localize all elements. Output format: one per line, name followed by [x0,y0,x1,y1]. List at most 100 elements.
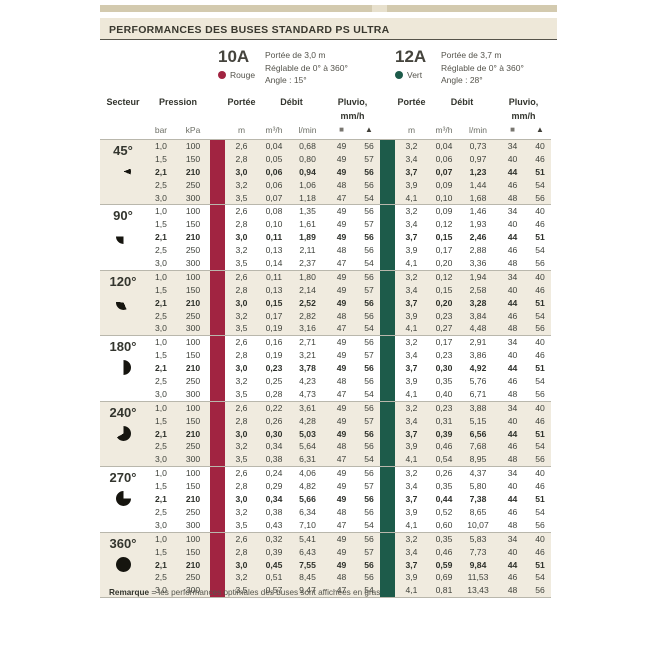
table-cell: 0,09 [435,206,453,217]
table-cell: 4,06 [299,468,316,479]
table-cell: 0,06 [265,166,283,177]
green-stripe [380,191,395,205]
table-cell: 48 [336,506,347,517]
nozzle-12a-code: 12A [395,47,427,66]
table-cell: 6,56 [469,428,487,439]
table-cell: 2,5 [155,506,167,517]
table-cell: 4,37 [469,468,487,479]
table-cell: 3,61 [299,402,316,413]
table-cell: 46 [507,441,518,452]
table-cell: 56 [535,388,545,399]
table-cell: 1,5 [155,153,167,164]
sector-label: 180° [109,339,137,355]
table-cell: 0,14 [265,258,283,269]
table-cell: 4,1 [405,388,418,399]
table-cell: 4,28 [299,415,316,426]
sector-360-icon [115,556,131,572]
table-cell: 56 [364,428,374,439]
table-cell: 3,0 [235,363,248,374]
table-cell: 4,23 [299,376,316,387]
green-stripe [380,584,395,598]
table-cell: 46 [535,415,545,426]
table-cell: 49 [336,297,347,308]
table-body: 45° 1,0 100 2,6 0,04 0,68 49 56 3,2 0,04 0,73 34 40 1… [100,139,551,599]
table-cell: 6,31 [299,454,316,465]
table-cell: 34 [507,271,518,282]
col-header-portee-a: Portée [227,97,256,107]
table-cell: 2,5 [155,245,167,256]
table-cell: 56 [364,206,374,217]
table-cell: 0,11 [265,232,283,243]
table-cell: 51 [535,428,545,439]
table-cell: 40 [507,546,518,557]
table-cell: 1,0 [155,141,167,151]
table-cell: 4,1 [405,585,418,596]
table-cell: 2,6 [235,206,248,217]
table-cell: 3,2 [235,572,248,583]
table-cell: 56 [364,572,374,583]
table-cell: 3,84 [469,310,487,321]
table-cell: 0,73 [469,141,487,151]
nozzle-12a-specs: Portée de 3,7 m Réglable de 0° à 360° An… [441,49,524,87]
table-cell: 300 [185,388,201,399]
table-cell: 40 [507,481,518,492]
table-cell: 56 [364,166,374,177]
table-cell: 250 [185,310,201,321]
table-cell: 6,34 [299,506,316,517]
table-cell: 3,5 [235,519,248,530]
table-cell: 0,69 [435,572,453,583]
green-stripe [380,257,395,270]
remarque-label: Remarque [109,588,150,597]
table-cell: 1,0 [155,533,167,544]
red-stripe [210,178,225,192]
unit-m3h-b: m³/h [435,125,453,135]
sector-label: 270° [109,470,137,486]
table-cell: 3,7 [405,428,418,439]
unit-bar: bar [154,125,168,135]
red-stripe [210,401,225,415]
table-cell: 34 [507,533,518,544]
table-cell: 2,46 [469,232,487,243]
table-cell: 44 [507,166,518,177]
table-cell: 44 [507,428,518,439]
table-cell: 48 [336,376,347,387]
sector-cell: 270° [100,467,146,531]
table-cell: 3,2 [405,206,418,217]
table-cell: 300 [185,519,201,530]
unit-m-b: m [407,125,416,135]
table-cell: 5,64 [299,441,316,452]
table-cell: 56 [535,519,545,530]
table-cell: 34 [507,468,518,479]
green-stripe [380,480,395,494]
table-cell: 56 [364,363,374,374]
table-cell: 49 [336,468,347,479]
table-cell: 0,09 [435,179,453,190]
table-cell: 46 [507,572,518,583]
table-cell: 47 [336,258,347,269]
col-header-pluvio-a: Pluvio, mm/h [337,97,368,121]
table-cell: 2,88 [469,245,487,256]
table-cell: 3,4 [405,153,418,164]
table-cell: 1,61 [299,219,316,230]
triangle-icon: ▲ [365,125,373,134]
table-cell: 250 [185,506,201,517]
table-cell: 7,73 [469,546,487,557]
table-cell: 1,5 [155,284,167,295]
red-stripe [210,584,225,598]
table-cell: 46 [535,219,545,230]
table-cell: 9,47 [299,585,316,596]
table-cell: 34 [507,141,518,151]
table-cell: 0,08 [265,206,283,217]
table-cell: 2,1 [155,166,167,177]
table-cell: 56 [535,454,545,465]
table-cell: 54 [535,179,545,190]
table-cell: 56 [364,179,374,190]
table-cell: 0,94 [299,166,316,177]
table-cell: 49 [336,559,347,570]
table-cell: 3,2 [235,310,248,321]
table-cell: 2,5 [155,376,167,387]
table-cell: 0,23 [435,350,453,361]
table-cell: 3,0 [235,166,248,177]
unit-lmin-a: l/min [298,125,317,135]
table-cell: 49 [336,428,347,439]
